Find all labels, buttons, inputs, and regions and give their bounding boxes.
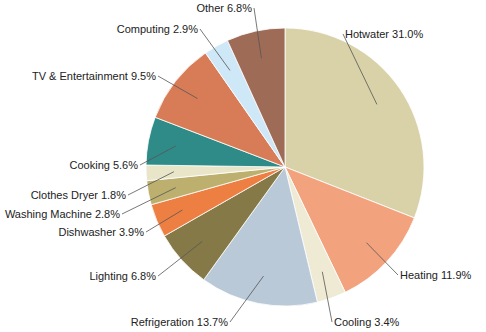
category-label: Heating <box>400 269 438 281</box>
category-label: Computing <box>117 23 170 35</box>
leader-line <box>128 172 174 195</box>
data-label: Cooking5.6% <box>70 159 139 171</box>
value-label: 2.9% <box>173 23 198 35</box>
value-label: 9.5% <box>131 70 156 82</box>
leader-line <box>200 29 230 70</box>
leader-line <box>140 146 176 165</box>
data-label: Dishwasher3.9% <box>58 226 144 238</box>
category-label: Lighting <box>89 270 128 282</box>
category-label: Washing Machine <box>5 208 92 220</box>
category-label: Hotwater <box>345 28 389 40</box>
chart: Hotwater31.0% Heating11.9% Cooling3.4% Refr… <box>0 0 486 332</box>
data-label: Computing2.9% <box>117 23 198 35</box>
labels: Hotwater31.0% Heating11.9% Cooling3.4% Refr… <box>5 2 472 328</box>
slice <box>146 165 285 181</box>
category-label: Other <box>196 2 224 14</box>
leader-line <box>122 188 176 214</box>
data-label: Lighting6.8% <box>89 270 156 282</box>
value-label: 2.8% <box>95 208 120 220</box>
data-label: Other6.8% <box>196 2 252 14</box>
category-label: Refrigeration <box>131 316 194 328</box>
category-label: Cooking <box>70 159 110 171</box>
data-label: Cooling3.4% <box>334 316 400 328</box>
category-label: Dishwasher <box>58 226 116 238</box>
value-label: 13.7% <box>197 316 228 328</box>
data-label: TV & Entertainment9.5% <box>32 70 156 82</box>
leader-line <box>322 272 332 322</box>
value-label: 1.8% <box>101 189 126 201</box>
value-label: 11.9% <box>441 269 472 281</box>
leader-line <box>158 241 202 276</box>
leader-line <box>254 8 261 58</box>
data-label: Hotwater31.0% <box>345 28 423 40</box>
leader-line <box>158 76 197 98</box>
data-label: Clothes Dryer1.8% <box>31 189 127 201</box>
value-label: 3.9% <box>119 226 144 238</box>
data-label: Refrigeration13.7% <box>131 316 228 328</box>
leader-line <box>146 210 182 232</box>
value-label: 3.4% <box>374 316 399 328</box>
data-label: Washing Machine2.8% <box>5 208 120 220</box>
slice <box>227 28 285 167</box>
category-label: Clothes Dryer <box>31 189 99 201</box>
leader-line <box>230 276 263 322</box>
leader-line <box>366 243 398 275</box>
value-label: 6.8% <box>131 270 156 282</box>
value-label: 31.0% <box>392 28 423 40</box>
category-label: TV & Entertainment <box>32 70 128 82</box>
value-label: 5.6% <box>113 159 138 171</box>
category-label: Cooling <box>334 316 371 328</box>
data-label: Heating11.9% <box>400 269 472 281</box>
leader-line <box>343 34 377 104</box>
pie <box>146 28 424 306</box>
value-label: 6.8% <box>227 2 252 14</box>
